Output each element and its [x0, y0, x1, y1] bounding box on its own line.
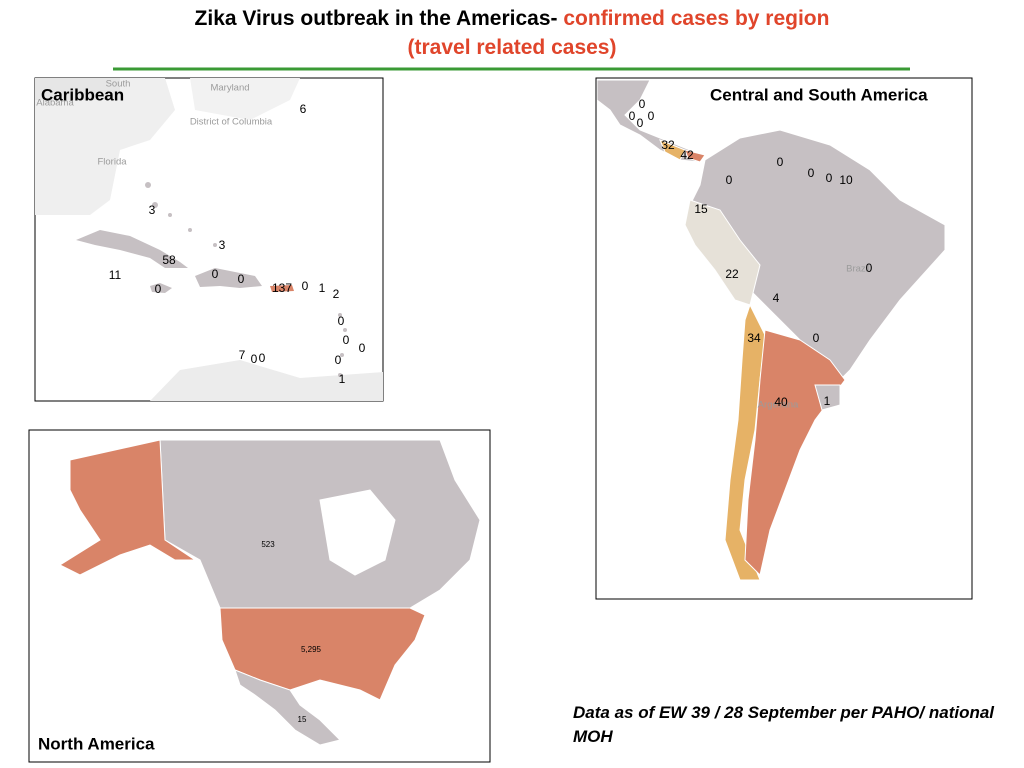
case-label: 4	[773, 291, 780, 305]
place-label: Brazil	[846, 264, 870, 275]
place-label: Argentina	[758, 400, 799, 411]
case-label: 0	[238, 272, 245, 286]
case-label: 32	[661, 138, 675, 152]
case-label: 0	[813, 331, 820, 345]
case-label: 523	[261, 540, 275, 549]
place-label: South	[106, 79, 131, 90]
footnote: Data as of EW 39 / 28 September per PAHO…	[573, 703, 995, 746]
case-label: 0	[302, 279, 309, 293]
case-label: 15	[298, 715, 307, 724]
case-label: 0	[648, 109, 655, 123]
case-label: 1	[824, 394, 831, 408]
case-label: 6	[300, 102, 307, 116]
case-label: 7	[239, 348, 246, 362]
case-label: 11	[109, 268, 122, 282]
caribbean-map	[35, 78, 383, 401]
case-label: 0	[335, 353, 342, 367]
case-label: 0	[343, 333, 350, 347]
case-label: 1	[339, 372, 346, 386]
case-label: 5,295	[301, 645, 322, 654]
place-label: Maryland	[210, 83, 249, 94]
case-label: 3	[219, 238, 226, 252]
panel-title: North America	[38, 734, 155, 753]
case-label: 40	[774, 395, 788, 409]
case-label: 2	[333, 287, 340, 301]
panel-title: Caribbean	[41, 85, 124, 104]
case-label: 0	[777, 155, 784, 169]
case-label: 1	[319, 281, 326, 295]
title-text: Zika Virus outbreak in the Americas-	[194, 7, 558, 30]
case-label: 22	[725, 267, 739, 281]
case-label: 10	[839, 173, 853, 187]
case-label: 0	[155, 282, 162, 296]
case-label: 0	[866, 261, 873, 275]
north-america-map	[58, 439, 481, 746]
place-label: District of Columbia	[190, 117, 273, 128]
case-label: 0	[826, 171, 833, 185]
case-label: 0	[338, 314, 345, 328]
case-label: 0	[251, 352, 258, 366]
case-label: 0	[726, 173, 733, 187]
case-label: 0	[637, 116, 644, 130]
place-label: Florida	[97, 157, 127, 168]
case-label: 0	[629, 109, 636, 123]
case-label: 58	[162, 253, 176, 267]
case-label: 0	[808, 166, 815, 180]
title-highlight: confirmed cases by region (travel relate…	[407, 7, 830, 59]
place-label: Alabama	[36, 98, 74, 109]
panel-title: Central and South America	[710, 85, 928, 104]
case-label: 42	[680, 148, 694, 162]
case-label: 0	[359, 341, 366, 355]
south-america-map	[596, 79, 946, 581]
case-label: 0	[212, 267, 219, 281]
slide-title: Zika Virus outbreak in the Americas- con…	[172, 4, 852, 62]
case-label: 15	[694, 202, 708, 216]
case-label: 0	[259, 351, 266, 365]
case-label: 3	[149, 203, 156, 217]
case-label: 137	[272, 281, 292, 295]
case-label: 0	[639, 97, 646, 111]
case-label: 34	[747, 331, 761, 345]
